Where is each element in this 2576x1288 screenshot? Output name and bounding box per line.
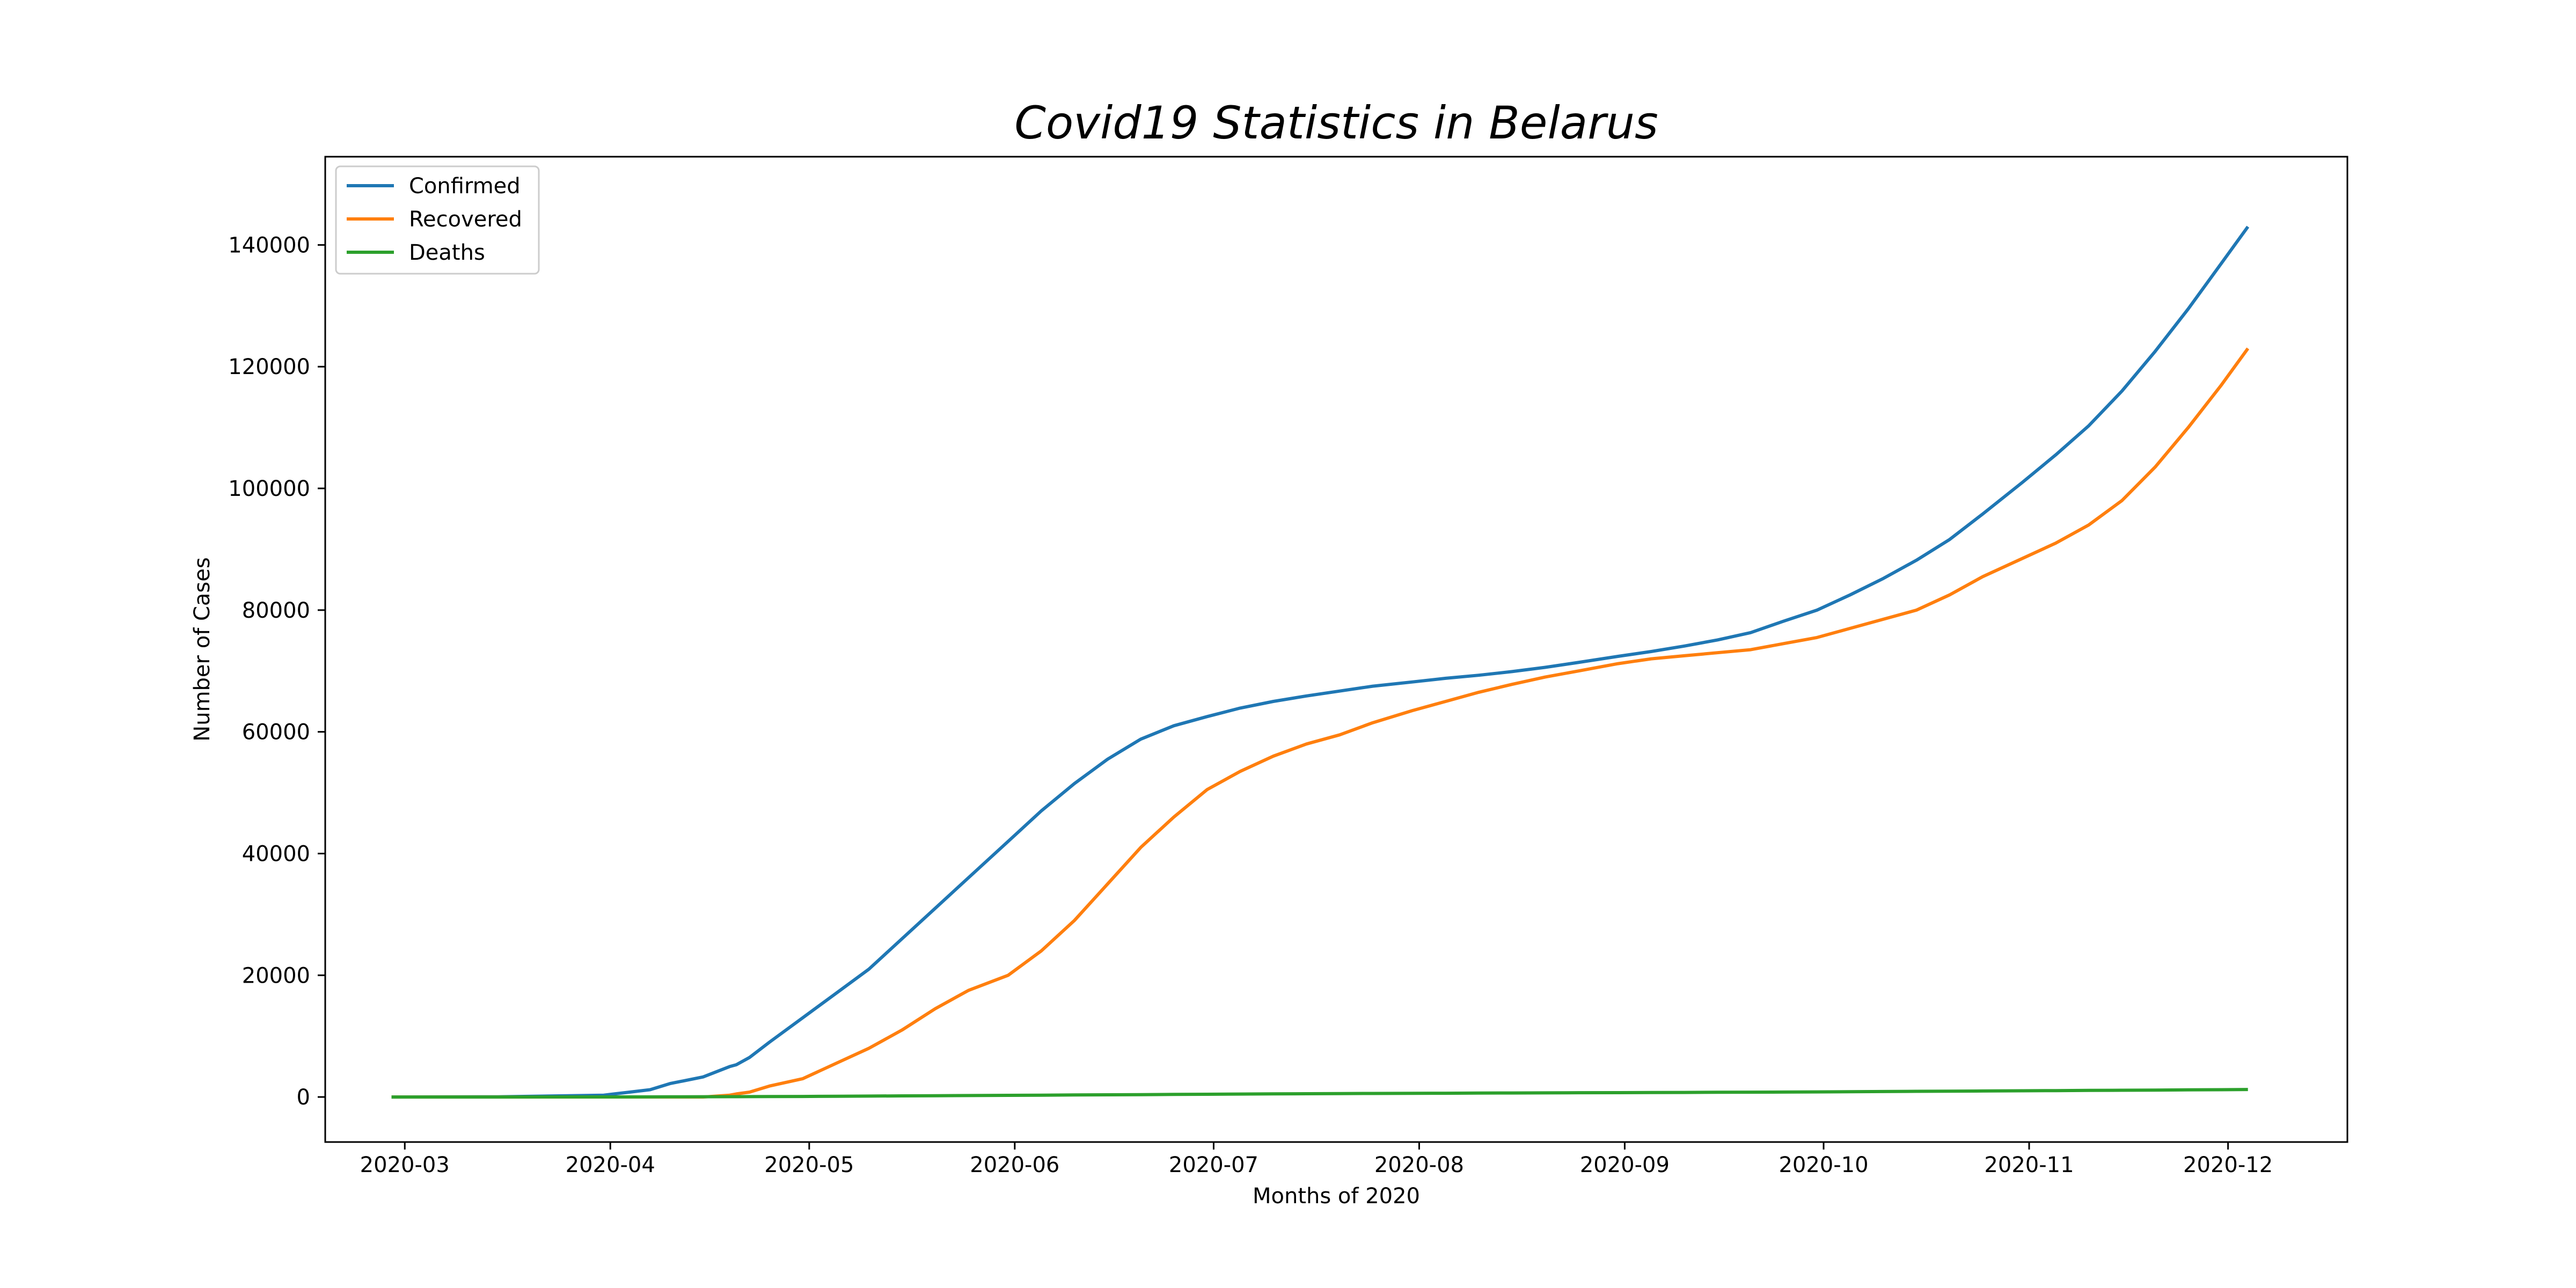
x-tick-label: 2020-04	[566, 1153, 655, 1177]
series-line-recovered	[391, 347, 2250, 1099]
x-tick-label: 2020-12	[2183, 1153, 2273, 1177]
y-tick-label: 20000	[242, 963, 310, 988]
y-tick-label: 140000	[228, 233, 310, 258]
legend-label-deaths: Deaths	[409, 240, 485, 265]
series-line-deaths	[391, 1088, 2248, 1099]
chart-title: Covid19 Statistics in Belarus	[1014, 97, 1658, 149]
x-tick-label: 2020-03	[360, 1153, 450, 1177]
x-axis-label: Months of 2020	[1253, 1184, 1420, 1209]
y-tick-label: 100000	[228, 477, 310, 501]
x-tick-label: 2020-09	[1580, 1153, 1670, 1177]
plot-area-frame	[324, 156, 2348, 1143]
y-tick-label: 0	[297, 1085, 310, 1110]
x-tick-label: 2020-06	[970, 1153, 1059, 1177]
series-layer	[391, 225, 2250, 1099]
y-tick-label: 120000	[228, 355, 310, 379]
x-tick-label: 2020-07	[1169, 1153, 1258, 1177]
y-axis: 0 20000 40000 60000 80000 100000 120000 140000	[228, 233, 325, 1110]
y-tick-label: 60000	[242, 720, 310, 745]
y-tick-label: 80000	[242, 598, 310, 623]
y-axis-label: Number of Cases	[190, 557, 215, 741]
x-axis: 2020-03 2020-04 2020-05 2020-06 2020-07 2020-…	[360, 1142, 2273, 1177]
y-tick-label: 40000	[242, 841, 310, 866]
legend-box	[335, 165, 540, 275]
legend-label-confirmed: Confirmed	[409, 174, 521, 199]
legend: Confirmed Recovered Deaths	[335, 165, 540, 275]
x-tick-label: 2020-05	[764, 1153, 854, 1177]
x-tick-label: 2020-08	[1374, 1153, 1464, 1177]
x-tick-label: 2020-11	[1984, 1153, 2074, 1177]
legend-label-recovered: Recovered	[409, 207, 522, 232]
series-line-confirmed	[391, 225, 2250, 1099]
x-tick-label: 2020-10	[1779, 1153, 1868, 1177]
